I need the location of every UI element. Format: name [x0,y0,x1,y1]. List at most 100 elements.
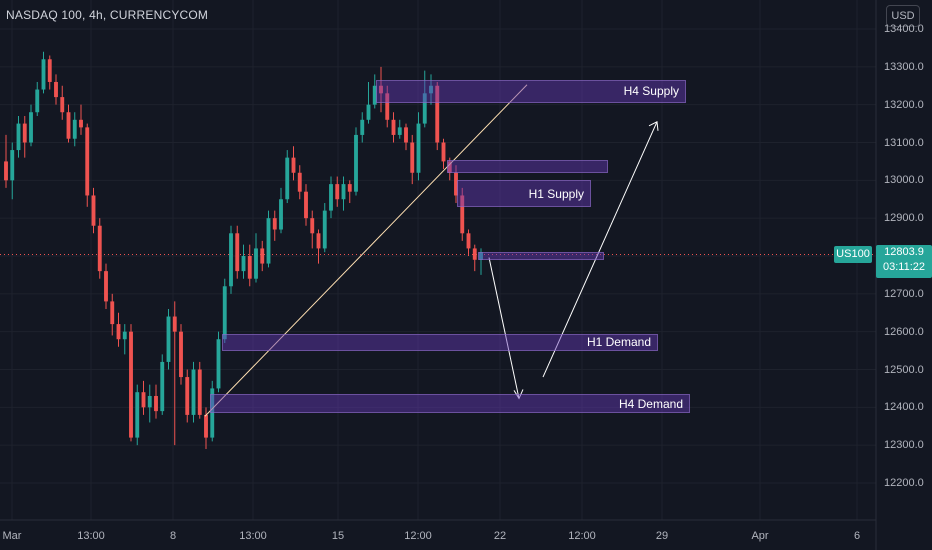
candle-body [429,85,433,94]
currency-button[interactable]: USD [886,5,920,27]
x-tick-label: Mar [2,530,22,542]
candle-body [472,248,477,260]
candle-body [4,161,8,181]
zone-label: H4 Supply [623,84,679,99]
candle-body [66,112,71,139]
x-tick-label: 15 [331,530,345,542]
candle-body [241,256,246,272]
x-tick-label: 22 [493,530,507,542]
x-tick-label: 29 [655,530,669,542]
y-tick-label: 12600.0 [884,325,924,338]
candle-body [10,150,15,181]
candle-body [54,81,58,98]
candle-body [47,59,52,82]
zone-box[interactable] [447,159,608,173]
current-price: 12803.9 [884,246,924,258]
candle-body [260,248,265,264]
candle-body [397,127,402,135]
candle-body [447,161,452,173]
trendline [204,84,528,417]
candle-body [91,195,96,226]
candle-body [297,172,302,192]
candle-body [454,172,458,196]
x-tick-label: 8 [169,530,177,542]
candle-body [22,123,27,143]
candle-body [341,184,346,200]
y-tick-label: 13200.0 [884,98,924,111]
candle-body [285,157,290,200]
x-tick-label: 12:00 [568,530,596,542]
candle-body [310,218,315,234]
zone-box[interactable]: H1 Supply [457,180,591,207]
candle-body [216,339,221,389]
candle-body [404,127,408,143]
y-tick-label: 13300.0 [884,60,924,73]
candle-body [304,191,308,219]
candle-body [385,93,390,120]
candle-body [279,199,283,230]
y-tick-label: 12700.0 [884,287,924,300]
candle-body [110,301,115,325]
x-tick-label: Apr [751,530,769,542]
candle-body [60,97,65,113]
candle-body [85,127,90,196]
zone-box[interactable]: H4 Supply [376,80,686,103]
candle-body [166,316,171,362]
y-tick-label: 12400.0 [884,401,924,414]
candle-body [129,331,133,438]
candle-body [329,184,333,211]
candle-body [222,286,227,340]
y-tick-label: 13100.0 [884,136,924,149]
candle-body [460,195,465,234]
y-tick-label: 12200.0 [884,477,924,489]
candle-body [41,59,46,90]
candle-body [479,252,483,260]
candle-body [210,388,215,438]
x-tick-label: 13:00 [77,530,105,542]
candle-body [354,134,358,192]
x-tick-label: 6 [853,530,861,542]
candle-body [79,119,83,128]
x-tick-label: 12:00 [404,530,432,542]
candle-body [197,369,202,415]
candle-body [29,112,33,143]
candle-body [191,369,196,415]
candle-body [316,233,321,249]
arrowhead-up [648,121,659,131]
zone-box[interactable]: H1 Demand [222,333,658,351]
candle-body [72,119,77,139]
arrowhead-down [513,389,524,400]
candle-body [391,119,396,135]
x-tick-label: 13:00 [239,530,267,542]
candle-body [410,142,415,173]
candle-body [135,392,140,438]
candle-body [229,233,233,287]
candle-body [322,210,327,249]
chart-title: NASDAQ 100, 4h, CURRENCYCOM [6,8,209,22]
candle-body [435,85,440,143]
candle-body [272,218,277,230]
candle-body [291,157,296,173]
candle-body [372,85,377,105]
zone-box[interactable]: H4 Demand [210,394,690,413]
zone-label: H1 Demand [586,335,651,350]
symbol-badge: US100 [834,246,872,263]
projection-down-line [488,257,520,399]
zone-label: H1 Supply [528,186,584,201]
candle-body [147,395,152,408]
candle-body [379,85,383,94]
current-price-tag: 12803.9 03:11:22 [876,245,932,278]
candle-body [179,331,183,378]
candle-body [204,414,208,438]
bar-countdown: 03:11:22 [882,261,925,273]
candle-body [422,93,427,124]
zone-box[interactable] [478,252,604,260]
candle-body [254,248,258,279]
candle-body [247,256,252,279]
candle-body [335,184,340,200]
candle-body [266,218,271,264]
candle-body [441,142,446,162]
y-tick-label: 12900.0 [884,212,924,225]
candle-body [16,123,21,151]
